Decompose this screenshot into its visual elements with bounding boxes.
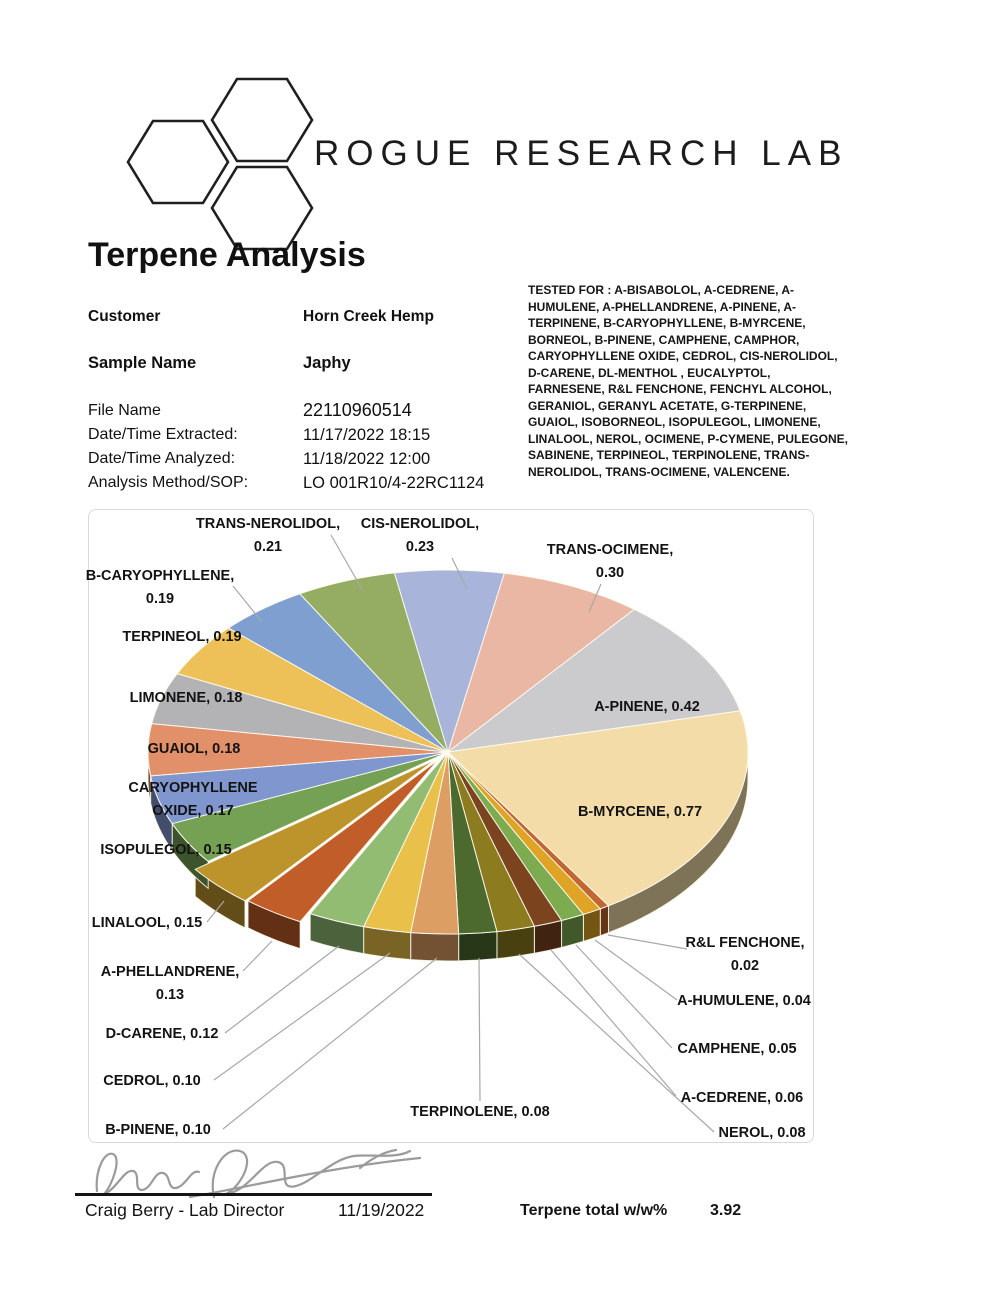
signature-line bbox=[75, 1193, 432, 1196]
brand-name: ROGUE RESEARCH LAB bbox=[314, 134, 849, 173]
terpene-total-value: 3.92 bbox=[710, 1202, 742, 1219]
date-extracted-value: 11/17/2022 18:15 bbox=[303, 426, 431, 444]
hexagon-icon bbox=[126, 119, 230, 205]
sample-name-value: Japhy bbox=[303, 354, 351, 372]
signature-date: 11/19/2022 bbox=[338, 1200, 425, 1220]
hexagon-icon bbox=[210, 77, 314, 163]
file-name-value: 22110960514 bbox=[303, 400, 412, 420]
date-analyzed-value: 11/18/2022 12:00 bbox=[303, 450, 431, 468]
date-extracted-label: Date/Time Extracted: bbox=[88, 426, 238, 443]
customer-label: Customer bbox=[88, 308, 161, 325]
signer-name: Craig Berry - Lab Director bbox=[85, 1200, 285, 1220]
sample-name-label: Sample Name bbox=[88, 354, 197, 372]
customer-value: Horn Creek Hemp bbox=[303, 308, 434, 325]
page-title: Terpene Analysis bbox=[88, 236, 366, 274]
rogue-research-lab-logo-icon bbox=[126, 77, 314, 251]
hexagon-icon bbox=[210, 165, 314, 251]
tested-for-text: TESTED FOR : A-BISABOLOL, A-CEDRENE, A-H… bbox=[528, 283, 849, 479]
analysis-method-label: Analysis Method/SOP: bbox=[88, 474, 249, 491]
analysis-method-value: LO 001R10/4-22RC1124 bbox=[303, 474, 485, 492]
pie-chart-frame bbox=[88, 509, 814, 1143]
file-name-label: File Name bbox=[88, 402, 161, 419]
date-analyzed-label: Date/Time Analyzed: bbox=[88, 450, 236, 467]
terpene-total-label: Terpene total w/w% bbox=[520, 1202, 668, 1219]
